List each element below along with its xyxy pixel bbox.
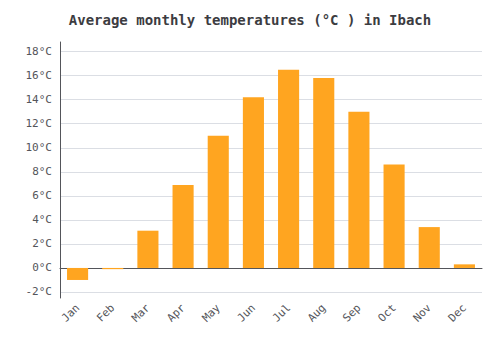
svg-text:8°C: 8°C — [32, 165, 52, 178]
svg-text:14°C: 14°C — [26, 93, 53, 106]
svg-text:Jul: Jul — [270, 301, 293, 324]
svg-text:Jun: Jun — [235, 301, 258, 324]
svg-text:6°C: 6°C — [32, 189, 52, 202]
svg-text:2°C: 2°C — [32, 237, 52, 250]
svg-text:10°C: 10°C — [26, 141, 53, 154]
svg-text:Average monthly temperatures (: Average monthly temperatures (°C ) in Ib… — [69, 12, 431, 28]
svg-text:12°C: 12°C — [26, 117, 53, 130]
svg-text:0°C: 0°C — [32, 261, 52, 274]
svg-text:-2°C: -2°C — [26, 285, 53, 298]
svg-text:Apr: Apr — [164, 301, 187, 324]
svg-text:Dec: Dec — [446, 301, 469, 324]
svg-text:Mar: Mar — [129, 301, 152, 324]
svg-text:Sep: Sep — [340, 301, 363, 324]
svg-text:Nov: Nov — [411, 301, 434, 324]
svg-text:Aug: Aug — [305, 301, 328, 324]
svg-text:16°C: 16°C — [26, 69, 53, 82]
svg-text:May: May — [200, 301, 223, 324]
svg-text:Oct: Oct — [375, 301, 398, 324]
svg-text:18°C: 18°C — [26, 45, 53, 58]
svg-text:Jan: Jan — [59, 301, 82, 324]
svg-text:Feb: Feb — [94, 301, 117, 324]
svg-text:4°C: 4°C — [32, 213, 52, 226]
